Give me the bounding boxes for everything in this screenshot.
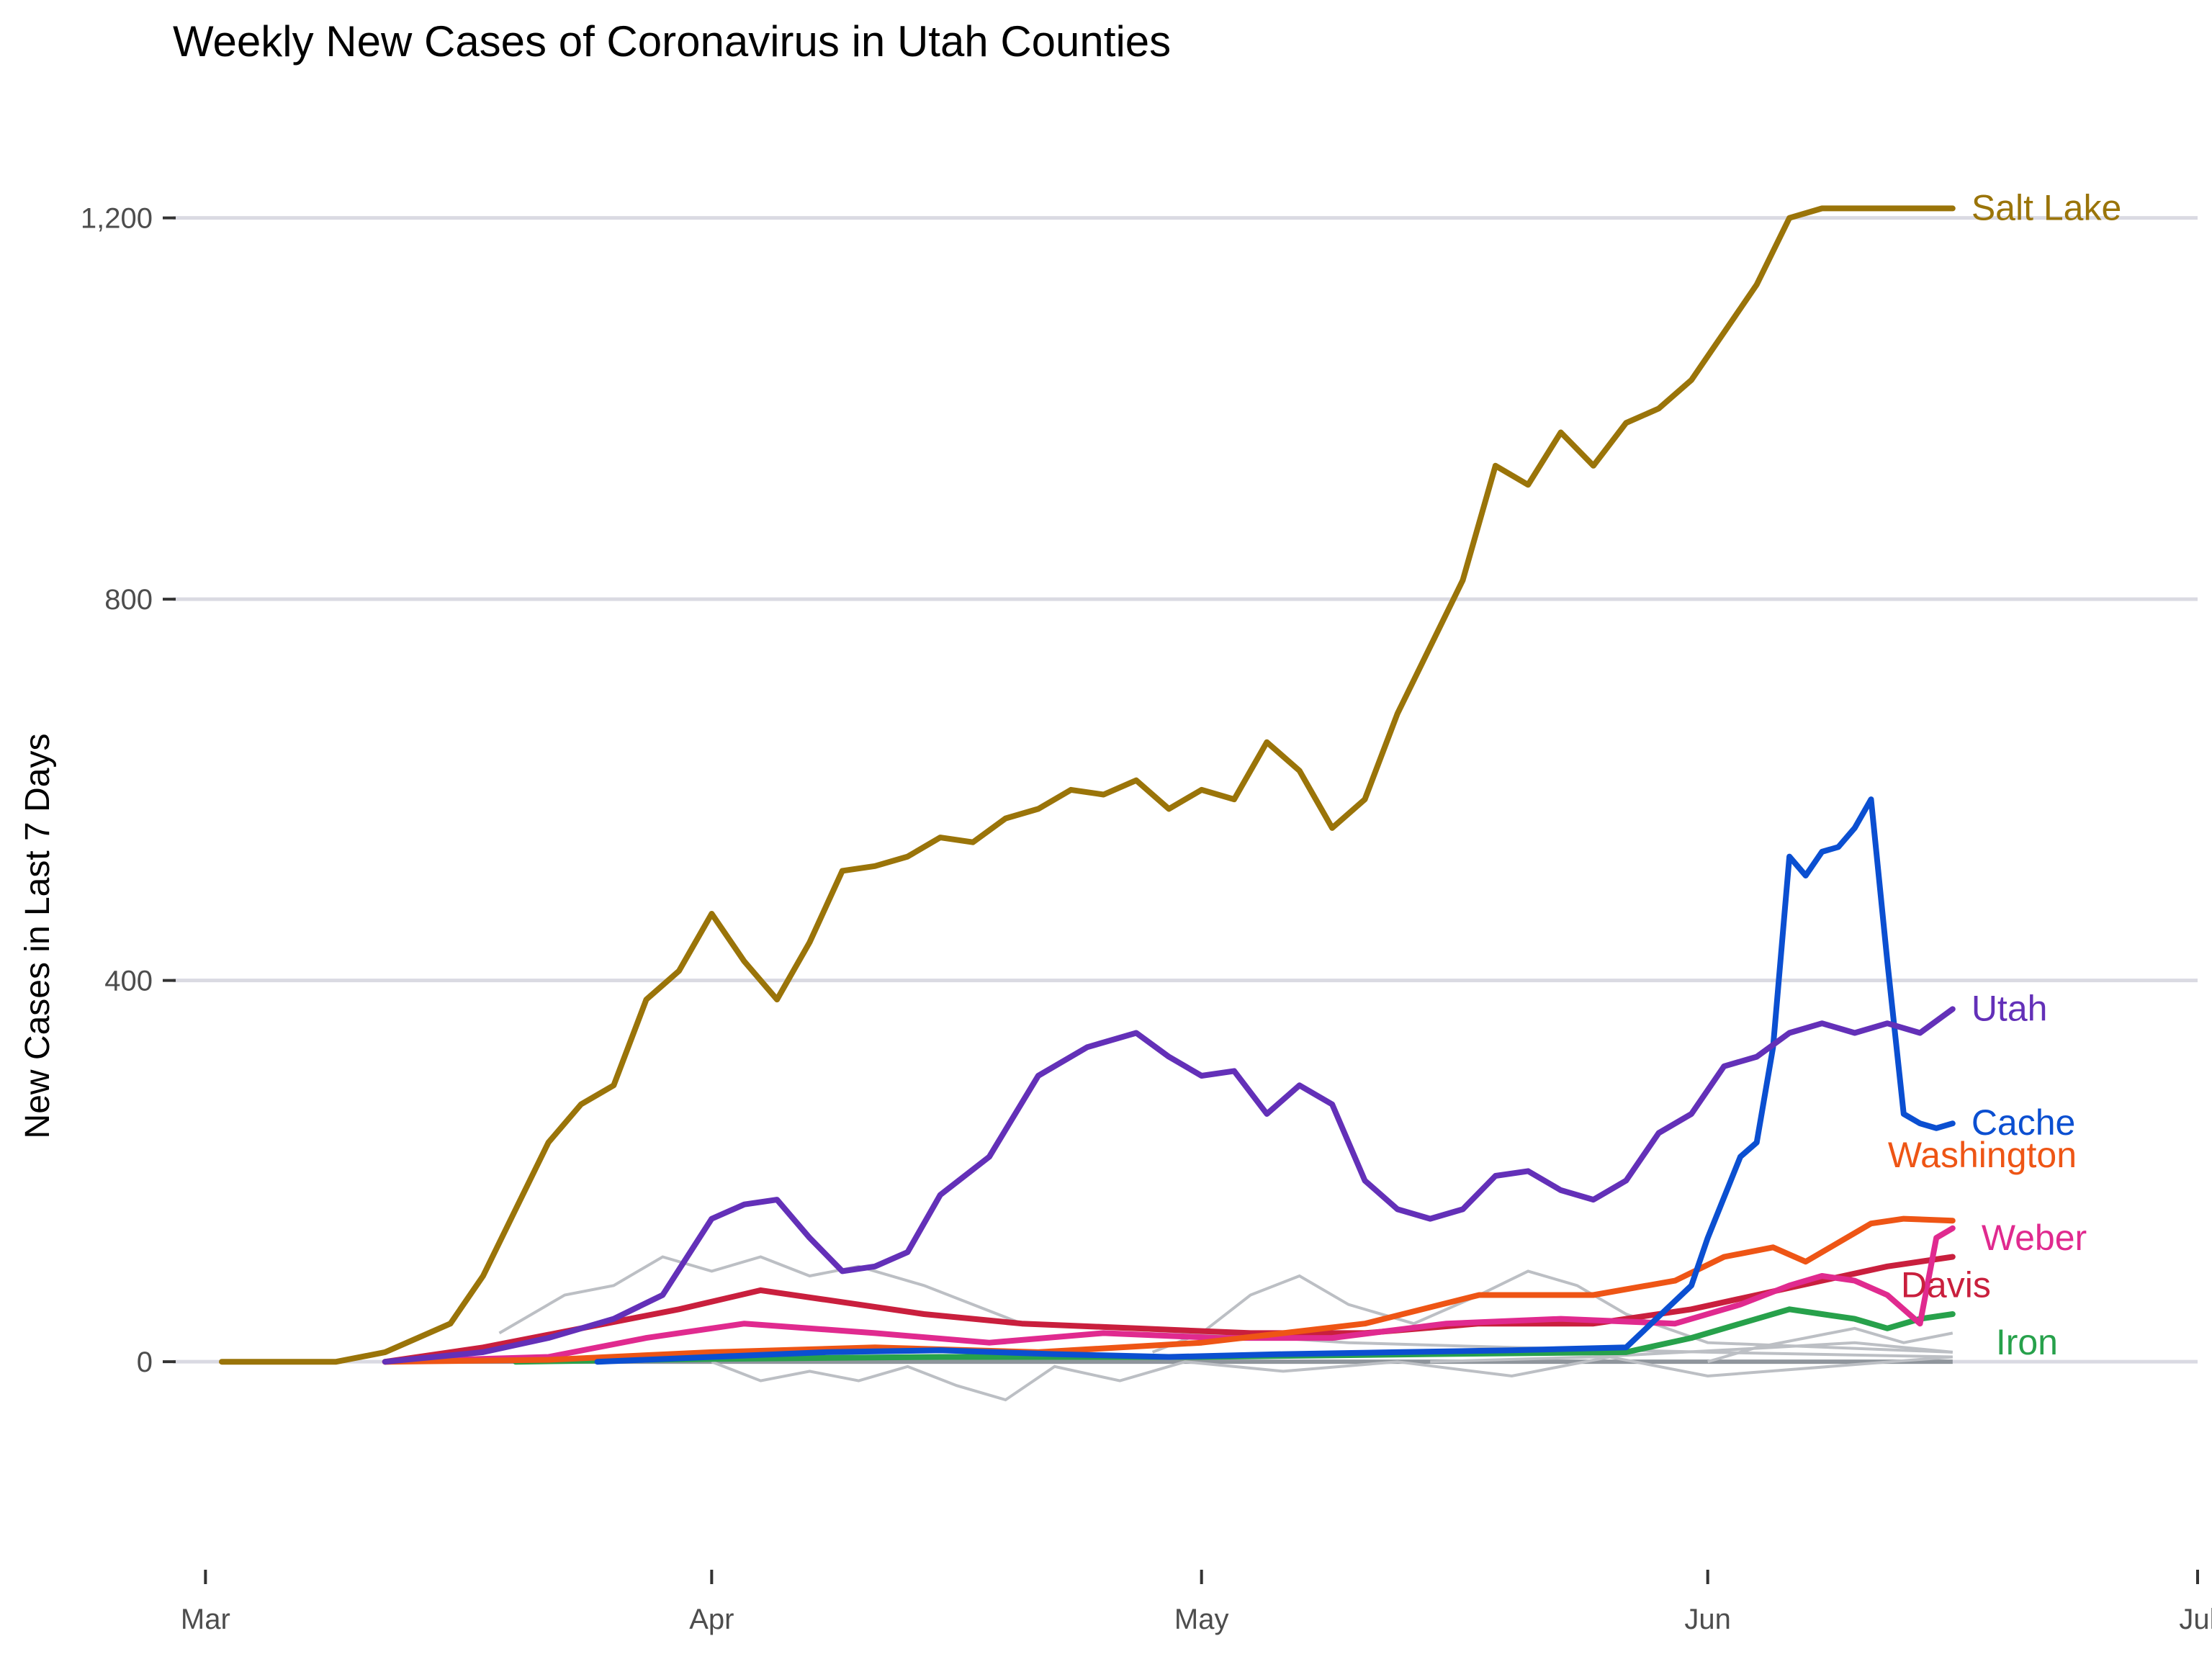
series-line-cache xyxy=(594,796,1956,1365)
chart-title: Weekly New Cases of Coronavirus in Utah … xyxy=(173,17,1171,66)
series-line-utah xyxy=(382,1006,1956,1365)
series-label-utah: Utah xyxy=(1972,988,2048,1028)
series-label-davis: Davis xyxy=(1901,1265,1991,1305)
x-tick-label: Mar xyxy=(181,1604,230,1635)
y-tick-label: 800 xyxy=(104,584,153,616)
background-county-line xyxy=(711,1355,1953,1402)
series-line-weber xyxy=(382,1225,1956,1365)
series-label-weber: Weber xyxy=(1982,1218,2087,1258)
gridlines xyxy=(173,216,2198,1364)
y-tick-label: 1,200 xyxy=(81,203,153,235)
x-axis-ticks: Mar Apr May Jun Jul xyxy=(181,1570,2212,1635)
x-tick-label: Jul xyxy=(2179,1604,2212,1635)
series-label-salt-lake: Salt Lake xyxy=(1972,187,2121,228)
y-axis-ticks: 0 400 800 1,200 xyxy=(81,203,176,1378)
background-county-line xyxy=(1430,1341,1953,1364)
x-tick-label: Jun xyxy=(1684,1604,1731,1635)
y-tick-label: 0 xyxy=(137,1346,153,1378)
series-line-salt-lake xyxy=(219,205,1956,1365)
x-tick-label: May xyxy=(1174,1604,1229,1635)
series-label-iron: Iron xyxy=(1996,1322,2058,1362)
y-tick-label: 400 xyxy=(104,966,153,997)
series-label-cache: Cache xyxy=(1972,1102,2076,1143)
x-tick-label: Apr xyxy=(689,1604,734,1635)
series-line-iron xyxy=(513,1306,1956,1365)
y-axis-title: New Cases in Last 7 Days xyxy=(19,734,57,1139)
series-line-washington xyxy=(382,1215,1956,1365)
series-label-washington: Washington xyxy=(1888,1135,2077,1175)
series-lines xyxy=(219,205,1956,1365)
